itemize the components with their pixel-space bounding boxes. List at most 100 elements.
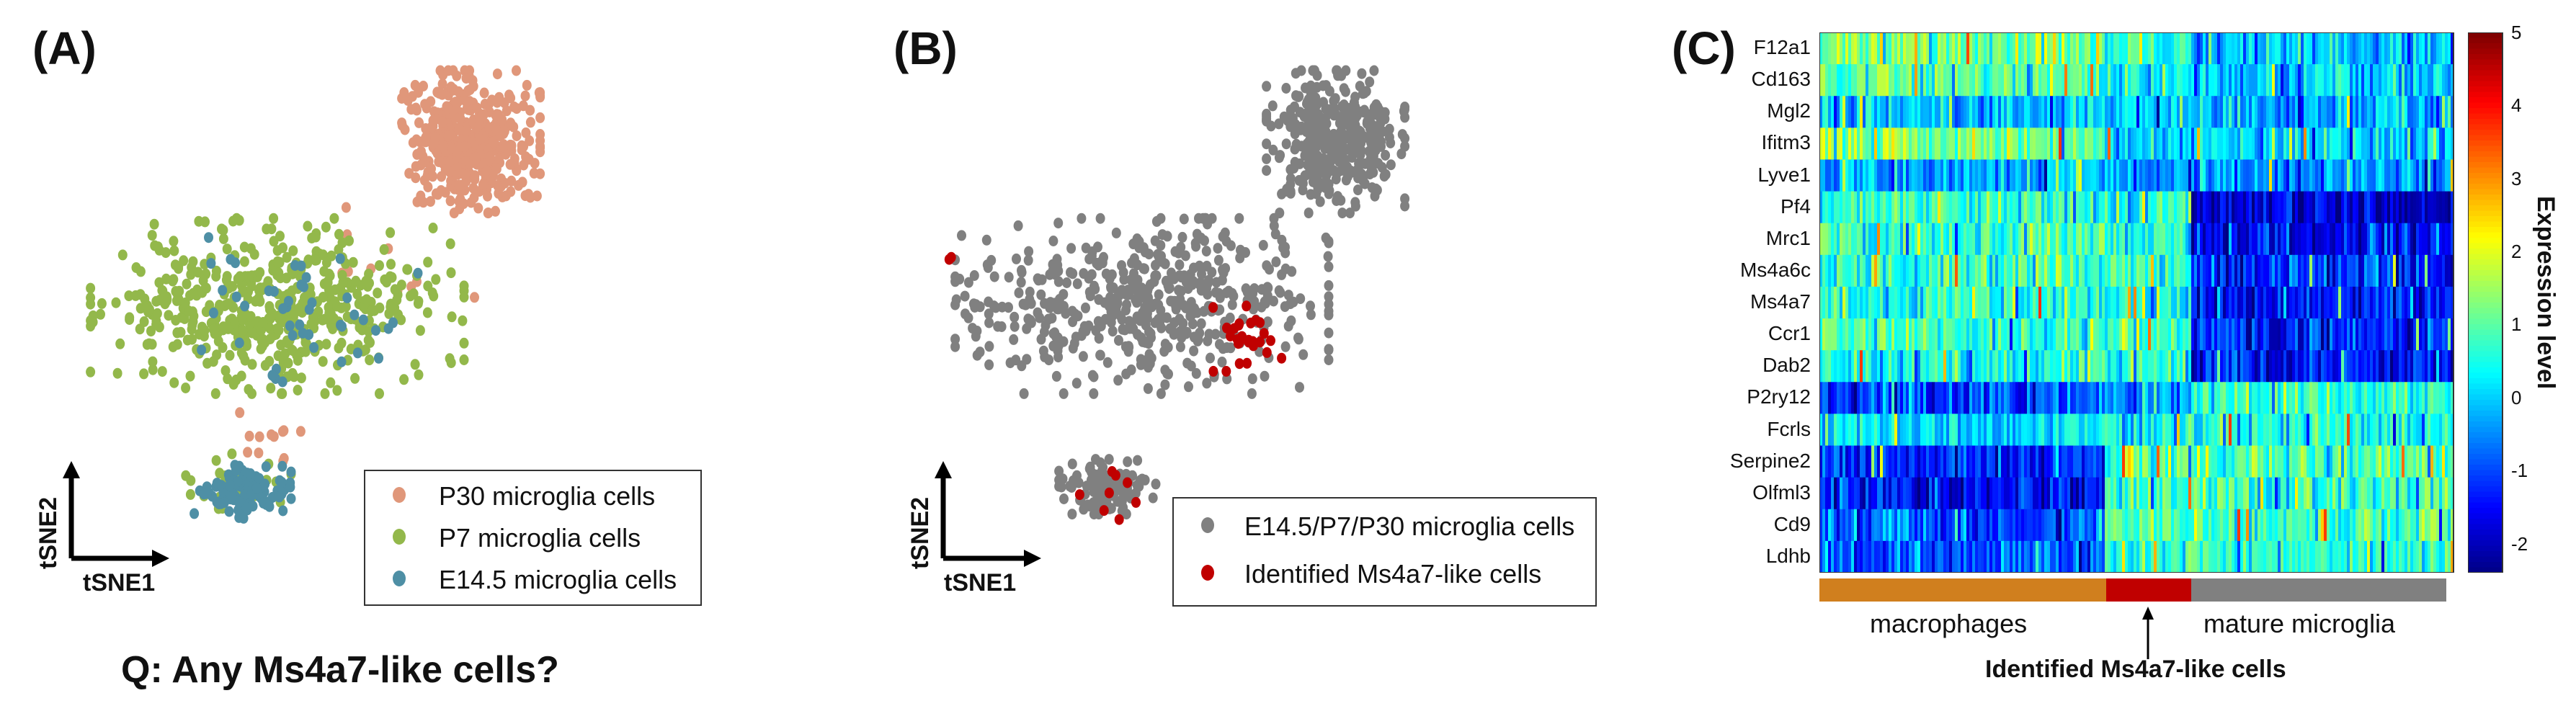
point-e14-5-p7-p30-microglia-cells [1217,357,1227,367]
heatmap-cell [2292,223,2296,256]
heatmap-cell [2373,32,2376,65]
heatmap-cell [2327,64,2330,97]
heatmap-cell [2298,223,2301,256]
heatmap-cell [2327,32,2330,65]
point-e14-5-p7-p30-microglia-cells [1396,148,1407,160]
heatmap-cell [2001,414,2005,447]
heatmap-cell [2272,382,2276,415]
heatmap-cell [2165,286,2169,319]
heatmap-cell [1837,32,1840,65]
heatmap-cell [1952,128,1956,161]
heatmap-cell [2335,191,2339,224]
heatmap-cell [2105,128,2108,161]
heatmap-cell [2087,382,2091,415]
heatmap-cell [2260,64,2264,97]
point-p30-microglia-cells [506,186,516,197]
heatmap-cell [1871,32,1875,65]
heatmap-cell [2335,64,2339,97]
point-p7-microglia-cells [176,326,186,338]
heatmap-cell [1998,414,2002,447]
heatmap-cell [2119,254,2123,287]
heatmap-cell [2148,286,2152,319]
heatmap-cell [1920,159,1924,192]
point-e14-5-p7-p30-microglia-cells [1066,243,1077,254]
heatmap-cell [1906,318,1909,351]
heatmap-cell [1975,414,1979,447]
heatmap-cell [1995,128,1999,161]
heatmap-cell [2177,128,2180,161]
heatmap-cell [2050,64,2054,97]
heatmap-cell [2309,254,2313,287]
point-e14-5-p7-p30-microglia-cells [1072,278,1082,290]
heatmap-cell [1871,96,1875,128]
heatmap-cell [1987,191,1990,224]
point-p7-microglia-cells [318,356,328,367]
heatmap-cell [1871,159,1875,192]
heatmap-cell [2370,64,2374,97]
heatmap-cell [2379,254,2382,287]
point-p7-microglia-cells [288,268,298,280]
heatmap-cell [1992,128,1996,161]
heatmap-cell [2396,223,2399,256]
heatmap-cell [1886,350,1889,383]
heatmap-cell [2015,223,2019,256]
heatmap-cell [1897,96,1901,128]
heatmap-cell [2353,96,2356,128]
heatmap-cell [1906,159,1909,192]
heatmap-cell [2180,191,2183,224]
heatmap-cell [1834,128,1837,161]
heatmap-cell [2090,191,2094,224]
heatmap-cell [2422,32,2425,65]
heatmap-cell [2214,382,2218,415]
heatmap-cell [2200,286,2203,319]
point-e14-5-p7-p30-microglia-cells [1262,153,1272,164]
heatmap-cell [2353,32,2356,65]
point-e14-5-p7-p30-microglia-cells [1322,118,1332,130]
point-e14-5-microglia-cells [286,493,296,504]
heatmap-cell [2108,159,2111,192]
heatmap-cell [2338,191,2342,224]
heatmap-cell [2076,32,2080,65]
heatmap-cell [1987,64,1990,97]
heatmap-cell [2332,191,2336,224]
heatmap-cell [2255,286,2258,319]
point-e14-5-p7-p30-microglia-cells [1203,274,1213,286]
point-p30-microglia-cells [492,97,502,108]
heatmap-cell [1819,318,1823,351]
heatmap-cell [2252,128,2255,161]
point-e14-5-p7-p30-microglia-cells [1169,295,1180,307]
heatmap-cell [1923,159,1927,192]
heatmap-cell [2018,382,2022,415]
heatmap-cell [2413,254,2417,287]
heatmap-cell [1961,128,1964,161]
heatmap-cell [2315,254,2319,287]
heatmap-cell [2082,159,2085,192]
heatmap-cell [2445,350,2448,383]
point-e14-5-p7-p30-microglia-cells [997,301,1007,313]
point-e14-5-p7-p30-microglia-cells [1059,493,1069,504]
heatmap-cell [1871,382,1875,415]
heatmap-cell [2439,128,2443,161]
heatmap-cell [2185,191,2189,224]
heatmap-cell [2301,382,2304,415]
heatmap-cell [2399,128,2402,161]
heatmap-cell [2283,64,2287,97]
heatmap-cell [1877,96,1881,128]
heatmap-cell [2047,96,2051,128]
point-p30-microglia-cells [485,151,495,162]
heatmap-cell [2344,318,2348,351]
heatmap-cell [2436,350,2440,383]
heatmap-cell [1969,32,1973,65]
point-e14-5-p7-p30-microglia-cells [1316,165,1326,176]
heatmap-cell [2234,350,2238,383]
heatmap-cell [2448,159,2451,192]
heatmap-cell [2379,128,2382,161]
heatmap-cell [2004,32,2007,65]
heatmap-cell [1822,191,1826,224]
heatmap-cell [1834,32,1837,65]
heatmap-cell [1854,414,1858,447]
heatmap-cell [2096,128,2100,161]
heatmap-cell [2033,128,2036,161]
point-identified-ms4a7-like-cells [1222,322,1231,334]
heatmap-cell [2142,96,2146,128]
